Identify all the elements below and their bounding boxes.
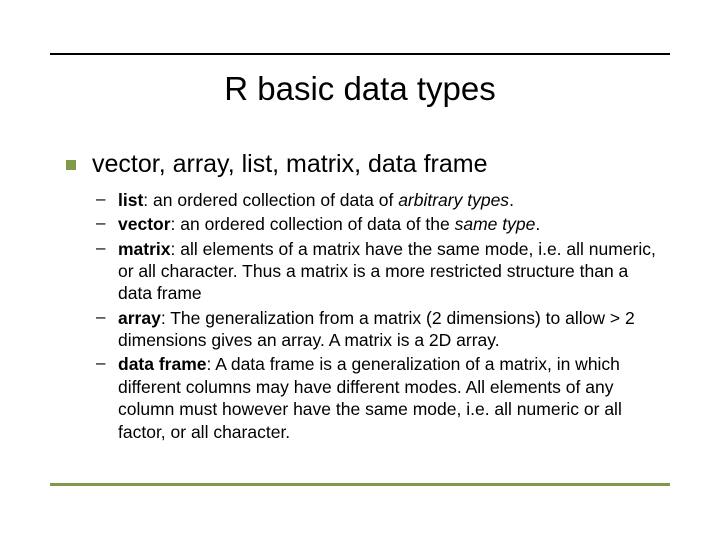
sub-bullet-list-item: – list: an ordered collection of data of…: [96, 189, 660, 211]
dash-bullet-icon: –: [96, 213, 105, 233]
bullet-level1: vector, array, list, matrix, data frame: [66, 150, 660, 179]
sub-bullet-text: data frame: A data frame is a generaliza…: [118, 354, 622, 441]
sub-bullet-list-item: – data frame: A data frame is a generali…: [96, 353, 660, 443]
slide: R basic data types vector, array, list, …: [0, 0, 720, 540]
sub-bullet-text: array: The generalization from a matrix …: [118, 308, 635, 350]
bottom-divider: [50, 483, 670, 486]
dash-bullet-icon: –: [96, 238, 105, 258]
sub-bullet-list-item: – matrix: all elements of a matrix have …: [96, 238, 660, 305]
slide-content: vector, array, list, matrix, data frame …: [66, 150, 660, 445]
sub-bullet-list-item: – vector: an ordered collection of data …: [96, 213, 660, 235]
dash-bullet-icon: –: [96, 353, 105, 373]
top-divider: [50, 53, 670, 55]
sub-bullet-list-item: – array: The generalization from a matri…: [96, 307, 660, 352]
square-bullet-icon: [66, 160, 76, 170]
slide-title: R basic data types: [0, 70, 720, 108]
sub-bullet-text: vector: an ordered collection of data of…: [118, 214, 540, 234]
dash-bullet-icon: –: [96, 189, 105, 209]
sub-bullet-text: matrix: all elements of a matrix have th…: [118, 239, 656, 304]
sub-bullet-text: list: an ordered collection of data of a…: [118, 190, 514, 210]
level1-text: vector, array, list, matrix, data frame: [92, 150, 487, 178]
dash-bullet-icon: –: [96, 307, 105, 327]
